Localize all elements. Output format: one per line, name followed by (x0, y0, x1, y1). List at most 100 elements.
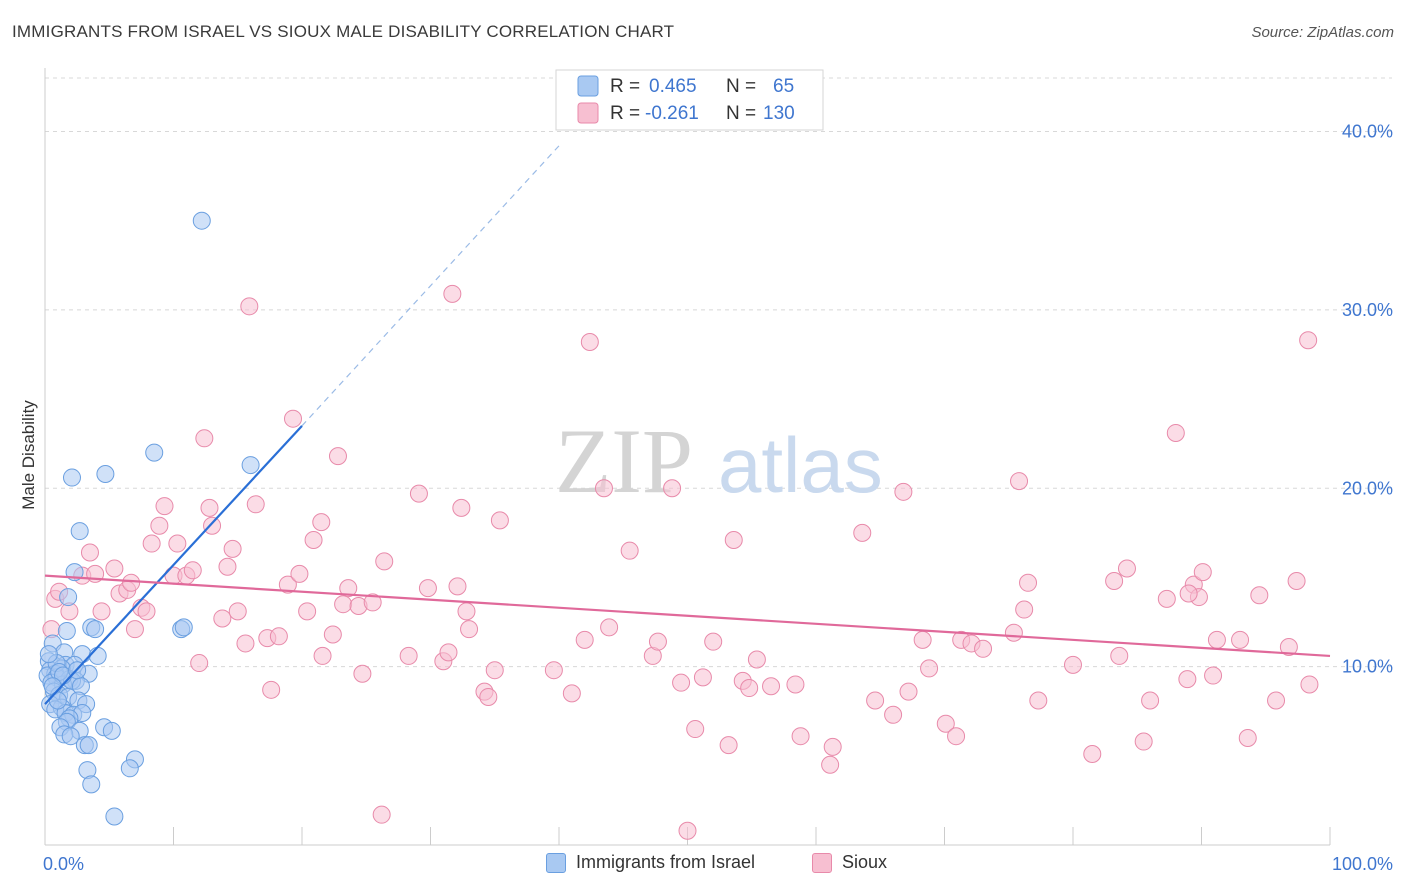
sioux-point (298, 602, 317, 621)
sioux-point (678, 821, 697, 840)
israel-point (86, 620, 105, 639)
legend-n-label-israel: N = (726, 76, 756, 97)
sioux-point (747, 650, 766, 669)
legend-frame (555, 69, 824, 131)
bottom-legend: Immigrants from Israel Sioux (0, 848, 1406, 880)
sioux-point (1064, 655, 1082, 674)
sioux-point (620, 541, 639, 560)
sioux-point (894, 482, 913, 501)
bottom-legend-sioux[interactable]: Sioux (812, 852, 887, 873)
sioux-point (1204, 666, 1223, 685)
sioux-point (399, 646, 418, 665)
sioux-point (1010, 472, 1029, 491)
y-tick-label: 40.0% (1342, 122, 1393, 142)
sioux-point (262, 680, 281, 699)
sioux-point (1279, 638, 1298, 657)
bottom-legend-israel[interactable]: Immigrants from Israel (546, 852, 755, 873)
sioux-point (1117, 559, 1136, 578)
sioux-point (1004, 623, 1023, 642)
israel-point (39, 645, 58, 664)
sioux-point (168, 534, 187, 553)
legend-box: R = 0.465 N = 65 R = -0.261 N = 130 (555, 69, 824, 131)
sioux-point (372, 805, 391, 824)
israel-trend-extension (301, 145, 560, 427)
sioux-point (80, 543, 99, 562)
sioux-point (218, 557, 237, 576)
sioux-point (155, 497, 174, 516)
sioux-point (200, 498, 219, 517)
sioux-point (791, 727, 810, 746)
israel-point (57, 621, 76, 640)
sioux-point (323, 625, 342, 644)
legend-r-label-sioux: R = (610, 103, 640, 124)
sioux-point (223, 539, 242, 558)
sioux-point (580, 332, 599, 351)
legend-n-value-sioux: 130 (763, 103, 795, 124)
sioux-point (823, 737, 842, 756)
sioux-point (246, 495, 265, 514)
sioux-point (1287, 572, 1306, 591)
sioux-point (1110, 646, 1129, 665)
sioux-point (409, 484, 428, 503)
sioux-point (213, 609, 232, 628)
israel-points (38, 211, 260, 826)
sioux-point (278, 575, 297, 594)
sioux-point (1141, 691, 1160, 710)
sioux-point (195, 429, 214, 448)
sioux-point (575, 630, 594, 649)
sioux-point (762, 677, 781, 696)
sioux-point (544, 661, 563, 680)
sioux-point (821, 755, 840, 774)
sioux-point (704, 632, 723, 651)
israel-point (105, 807, 124, 826)
israel-point (48, 691, 67, 710)
legend-swatch-israel (577, 75, 599, 97)
israel-point (102, 721, 121, 740)
israel-point (88, 646, 107, 665)
sioux-point (947, 727, 966, 746)
sioux-point (648, 632, 667, 651)
sioux-point (490, 511, 509, 530)
sioux-point (269, 627, 288, 646)
sioux-point (150, 516, 169, 535)
sioux-point (1231, 630, 1250, 649)
sioux-point (485, 661, 504, 680)
israel-point (61, 727, 80, 746)
israel-point (59, 588, 78, 607)
legend-r-label-israel: R = (610, 76, 640, 97)
israel-point (174, 618, 193, 637)
legend-n-value-israel: 65 (773, 76, 794, 97)
sioux-point (1250, 586, 1269, 605)
israel-point (62, 468, 81, 487)
sioux-point (1105, 572, 1124, 591)
sioux-point (125, 620, 144, 639)
sioux-point (1179, 584, 1198, 603)
sioux-point (1166, 423, 1185, 442)
sioux-point (853, 523, 872, 542)
y-axis-title: Male Disability (19, 400, 38, 510)
legend-n-label-sioux: N = (726, 103, 756, 124)
sioux-point (1238, 728, 1257, 747)
sioux-point (105, 559, 124, 578)
sioux-point (240, 297, 259, 316)
sioux-point (203, 516, 222, 535)
sioux-point (439, 643, 458, 662)
sioux-point (1134, 732, 1153, 751)
sioux-point (884, 705, 903, 724)
sioux-point (339, 579, 358, 598)
sioux-point (1019, 573, 1038, 592)
sioux-point (719, 736, 738, 755)
sioux-point (1178, 670, 1197, 689)
grid-layer: 10.0% 20.0% 30.0% 40.0% (45, 77, 1393, 677)
sioux-point (1083, 745, 1102, 764)
sioux-point (866, 691, 885, 710)
sioux-point (1207, 630, 1226, 649)
axis-layer: 0.0% 100.0% (43, 68, 1393, 874)
israel-point (96, 464, 115, 483)
sioux-swatch (812, 852, 832, 873)
israel-point (82, 775, 101, 794)
sioux-point (312, 513, 331, 532)
sioux-point (137, 602, 156, 621)
sioux-point (448, 577, 467, 596)
bottom-legend-sioux-label: Sioux (842, 852, 888, 872)
